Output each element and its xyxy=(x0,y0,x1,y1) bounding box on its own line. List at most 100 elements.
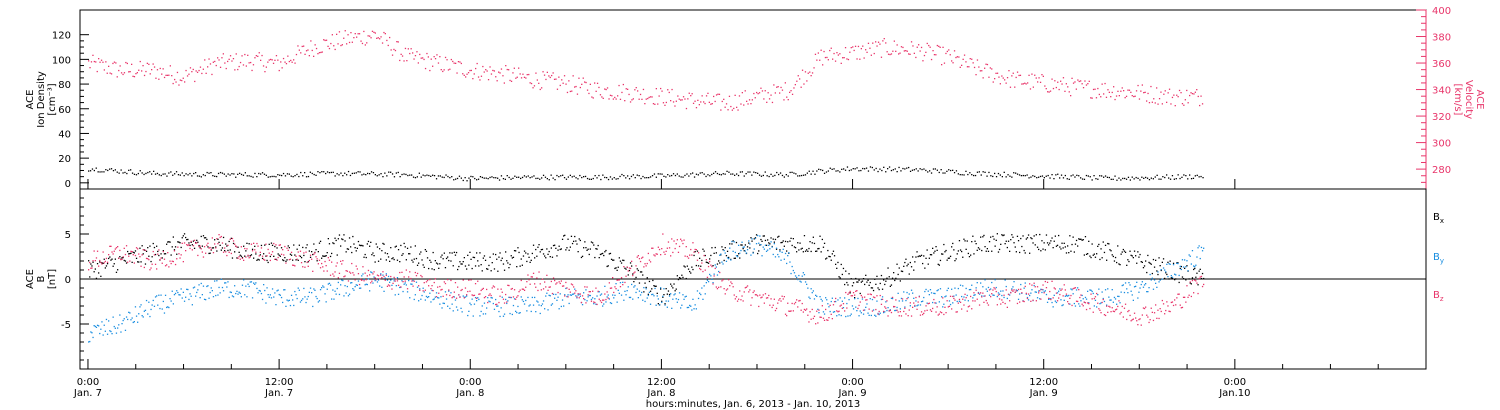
field-bz-point xyxy=(569,289,570,290)
velocity-point xyxy=(571,91,572,92)
field-by-point xyxy=(819,296,820,297)
velocity-point xyxy=(879,44,880,45)
field-bx-point xyxy=(952,243,953,244)
velocity-point xyxy=(790,90,791,91)
velocity-point xyxy=(438,62,439,63)
field-bz-point xyxy=(984,295,985,296)
velocity-point xyxy=(1156,87,1157,88)
density-point xyxy=(681,176,682,177)
field-by-point xyxy=(794,272,795,273)
field-bx-point xyxy=(1027,237,1028,238)
field-bz-point xyxy=(176,258,177,259)
density-point xyxy=(998,173,999,174)
field-by-point xyxy=(750,255,751,256)
field-bx-point xyxy=(797,242,798,243)
velocity-point xyxy=(366,42,367,43)
field-bx-point xyxy=(1121,254,1122,255)
field-bz-point xyxy=(1021,292,1022,293)
velocity-point xyxy=(641,99,642,100)
field-bx-point xyxy=(677,275,678,276)
field-by-point xyxy=(203,286,204,287)
density-point xyxy=(832,169,833,170)
field-by-point xyxy=(260,290,261,291)
density-point xyxy=(228,173,229,174)
field-bz-point xyxy=(733,286,734,287)
field-bx-point xyxy=(835,264,836,265)
velocity-point xyxy=(537,79,538,80)
velocity-point xyxy=(780,87,781,88)
field-bx-point xyxy=(812,242,813,243)
velocity-point xyxy=(194,81,195,82)
velocity-point xyxy=(1137,85,1138,86)
field-by-point xyxy=(779,251,780,252)
field-bz-point xyxy=(1163,303,1164,304)
field-bx-point xyxy=(1158,257,1159,258)
field-bz-point xyxy=(91,267,92,268)
field-by-point xyxy=(1077,287,1078,288)
field-bz-point xyxy=(627,267,628,268)
field-by-point xyxy=(712,282,713,283)
velocity-point xyxy=(164,77,165,78)
density-point xyxy=(860,170,861,171)
field-by-point xyxy=(168,307,169,308)
field-by-point xyxy=(1095,300,1096,301)
field-by-point xyxy=(585,289,586,290)
field-by-point xyxy=(906,292,907,293)
field-bx-point xyxy=(629,270,630,271)
field-by-point xyxy=(266,287,267,288)
field-bx-point xyxy=(575,240,576,241)
velocity-point xyxy=(963,59,964,60)
field-bx-point xyxy=(583,247,584,248)
field-bz-point xyxy=(1088,303,1089,304)
field-by-point xyxy=(192,304,193,305)
field-bx-point xyxy=(336,240,337,241)
density-point xyxy=(514,176,515,177)
density-point xyxy=(786,174,787,175)
field-bz-point xyxy=(427,280,428,281)
velocity-point xyxy=(1013,73,1014,74)
field-bx-point xyxy=(516,266,517,267)
field-bz-point xyxy=(921,311,922,312)
velocity-point xyxy=(626,88,627,89)
density-point xyxy=(639,175,640,176)
field-bx-point xyxy=(751,241,752,242)
velocity-point xyxy=(299,50,300,51)
velocity-point xyxy=(555,79,556,80)
field-bx-point xyxy=(1080,239,1081,240)
field-bz-point xyxy=(611,287,612,288)
field-bx-point xyxy=(130,253,131,254)
density-point xyxy=(161,175,162,176)
density-point xyxy=(855,168,856,169)
velocity-point xyxy=(985,64,986,65)
density-point xyxy=(293,176,294,177)
field-by-point xyxy=(129,312,130,313)
field-bx-point xyxy=(213,247,214,248)
field-bx-point xyxy=(426,251,427,252)
field-by-point xyxy=(793,270,794,271)
field-by-point xyxy=(1158,281,1159,282)
velocity-point xyxy=(191,71,192,72)
field-bz-point xyxy=(843,303,844,304)
field-by-point xyxy=(111,333,112,334)
field-by-point xyxy=(735,252,736,253)
density-tick-label: 0 xyxy=(65,179,71,190)
velocity-point xyxy=(211,74,212,75)
field-bz-point xyxy=(947,300,948,301)
field-by-point xyxy=(250,281,251,282)
field-bz-point xyxy=(214,243,215,244)
field-by-point xyxy=(705,293,706,294)
velocity-point xyxy=(889,54,890,55)
field-by-point xyxy=(550,295,551,296)
field-by-point xyxy=(1113,302,1114,303)
field-bx-point xyxy=(203,235,204,236)
density-point xyxy=(1084,179,1085,180)
velocity-point xyxy=(488,79,489,80)
field-by-point xyxy=(544,308,545,309)
field-bx-point xyxy=(944,251,945,252)
field-by-point xyxy=(127,319,128,320)
velocity-point xyxy=(452,61,453,62)
field-bx-point xyxy=(90,263,91,264)
field-bz-point xyxy=(1046,287,1047,288)
field-bx-point xyxy=(736,242,737,243)
velocity-point xyxy=(173,83,174,84)
